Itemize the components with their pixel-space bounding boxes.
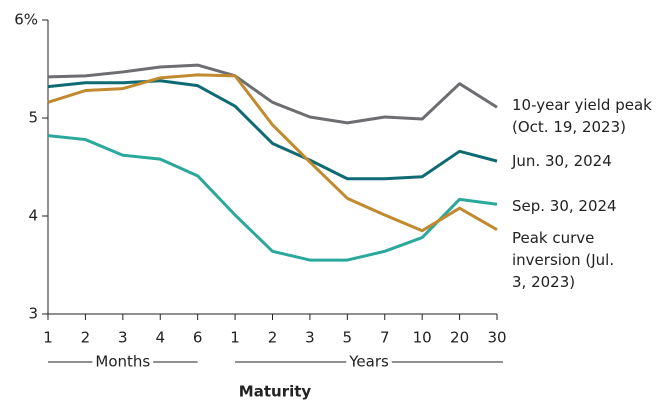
x-tick-label: 30 bbox=[487, 329, 506, 347]
x-tick-label: 3 bbox=[305, 329, 315, 347]
legend-label: 10-year yield peak (Oct. 19, 2023) bbox=[512, 96, 652, 136]
group-label: Years bbox=[348, 353, 389, 371]
series-line bbox=[47, 63, 498, 125]
x-tick-label: 6 bbox=[193, 329, 203, 347]
series-line bbox=[47, 134, 498, 262]
x-tick-label: 1 bbox=[43, 329, 53, 347]
x-tick-label: 20 bbox=[450, 329, 469, 347]
y-tick-label: 5 bbox=[28, 109, 38, 127]
x-tick-label: 3 bbox=[118, 329, 128, 347]
legend-label: Jun. 30, 2024 bbox=[512, 152, 612, 170]
y-tick-label: 4 bbox=[28, 207, 38, 225]
x-tick-label: 10 bbox=[413, 329, 432, 347]
series-line bbox=[47, 79, 498, 181]
x-tick-label: 7 bbox=[380, 329, 390, 347]
y-tick-label: 6% bbox=[14, 11, 38, 29]
group-label: Months bbox=[95, 353, 150, 371]
x-axis-label: Maturity bbox=[239, 383, 312, 401]
legend-label: Peak curve inversion (Jul. 3, 2023) bbox=[512, 229, 615, 291]
x-tick-label: 2 bbox=[268, 329, 278, 347]
series-line bbox=[47, 73, 498, 233]
y-tick-label: 3 bbox=[28, 305, 38, 323]
x-tick-label: 1 bbox=[230, 329, 240, 347]
x-tick-label: 4 bbox=[155, 329, 165, 347]
legend-label: Sep. 30, 2024 bbox=[512, 197, 617, 215]
x-tick-label: 2 bbox=[81, 329, 91, 347]
x-tick-label: 5 bbox=[343, 329, 353, 347]
